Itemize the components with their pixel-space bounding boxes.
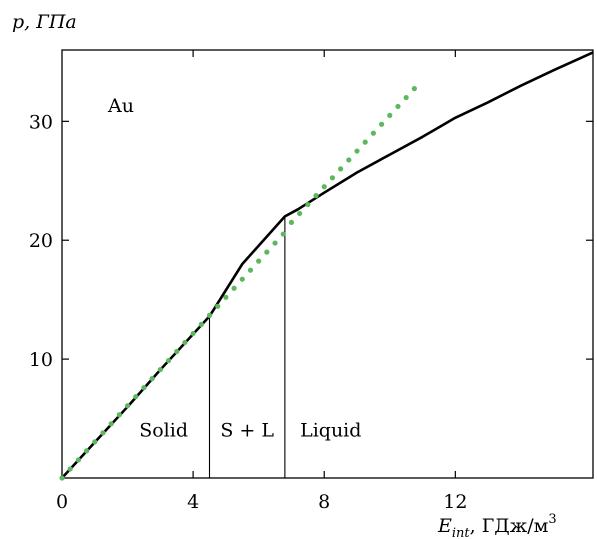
dotted-curve-point <box>124 403 131 409</box>
dotted-curve-point <box>256 258 262 264</box>
dotted-curve-point <box>378 121 385 127</box>
axis-ticks: 0 4 8 12 10 20 30 <box>29 50 593 513</box>
dotted-curve-point <box>75 457 81 463</box>
y-tick-label: 20 <box>29 230 53 252</box>
dotted-curve-point <box>59 475 65 481</box>
dotted-curve-point <box>411 86 417 92</box>
x-tick-label: 4 <box>187 491 199 513</box>
sample-label: Au <box>107 95 134 117</box>
dotted-curve-point <box>157 366 163 373</box>
dotted-curve-point <box>133 394 139 400</box>
phase-labels: Solid S + L Liquid <box>139 419 361 441</box>
dotted-curve-point <box>264 249 270 255</box>
plot-frame <box>61 49 594 479</box>
dotted-curve-point <box>67 466 73 472</box>
dotted-curve-point <box>174 348 180 355</box>
x-axis-label-main: E <box>437 515 452 537</box>
dotted-curve-point <box>83 448 90 454</box>
x-axis-label-sup: 3 <box>548 512 556 527</box>
x-axis-label-units: , ГДж/м <box>470 515 549 537</box>
dotted-curve-point <box>206 312 213 318</box>
dotted-curve-point <box>182 339 188 346</box>
phase-boundaries <box>208 216 286 478</box>
dotted-curve-point <box>141 385 147 391</box>
y-tick-label: 30 <box>29 111 53 133</box>
dotted-curve-point <box>116 412 122 418</box>
x-tick-label: 12 <box>443 491 467 513</box>
y-axis-label: p, ГПа <box>12 11 77 33</box>
dotted-curve-point <box>370 130 376 136</box>
dotted-curve-point <box>190 330 196 337</box>
dotted-curve-point <box>223 294 229 300</box>
solid-curve <box>61 51 594 479</box>
svg-text:Eint, ГДж/м3: Eint, ГДж/м3 <box>437 512 557 539</box>
dotted-curve-point <box>321 184 327 190</box>
dotted-curve-point <box>149 376 155 382</box>
dotted-curve-point <box>403 94 409 101</box>
dotted-curve-point <box>346 157 352 163</box>
dotted-curve-point <box>338 166 344 172</box>
dotted-curve-point <box>395 103 401 110</box>
dotted-curve-point <box>362 139 368 145</box>
phase-label: S + L <box>220 419 274 441</box>
dotted-curve-point <box>198 321 204 327</box>
data-series <box>59 51 594 481</box>
x-tick-label: 8 <box>318 491 330 513</box>
x-axis-label-sub: int <box>452 526 471 539</box>
x-axis-label: Eint, ГДж/м3 <box>437 512 557 539</box>
dotted-curve-point <box>313 193 319 199</box>
dotted-curve-point <box>215 303 221 309</box>
dotted-curve-point <box>239 276 245 282</box>
dotted-curve-point <box>329 175 336 181</box>
dotted-curve-point <box>272 240 278 246</box>
phase-label: Liquid <box>300 419 361 441</box>
dotted-curve-point <box>280 231 286 237</box>
y-tick-label: 10 <box>29 349 53 371</box>
phase-label: Solid <box>139 419 188 441</box>
dotted-curve-point <box>92 439 98 445</box>
dotted-curve-point <box>297 210 303 217</box>
dotted-curve-point <box>354 148 360 154</box>
dotted-curve-point <box>288 219 295 225</box>
dotted-curve-point <box>247 267 254 273</box>
dotted-curve-point <box>305 201 311 208</box>
dotted-curve-point <box>165 357 172 364</box>
dotted-curve-point <box>100 430 106 436</box>
dotted-curve-point <box>231 285 237 291</box>
dotted-curve-point <box>108 421 114 427</box>
dotted-curve-point <box>387 112 393 118</box>
x-tick-label: 0 <box>56 491 68 513</box>
